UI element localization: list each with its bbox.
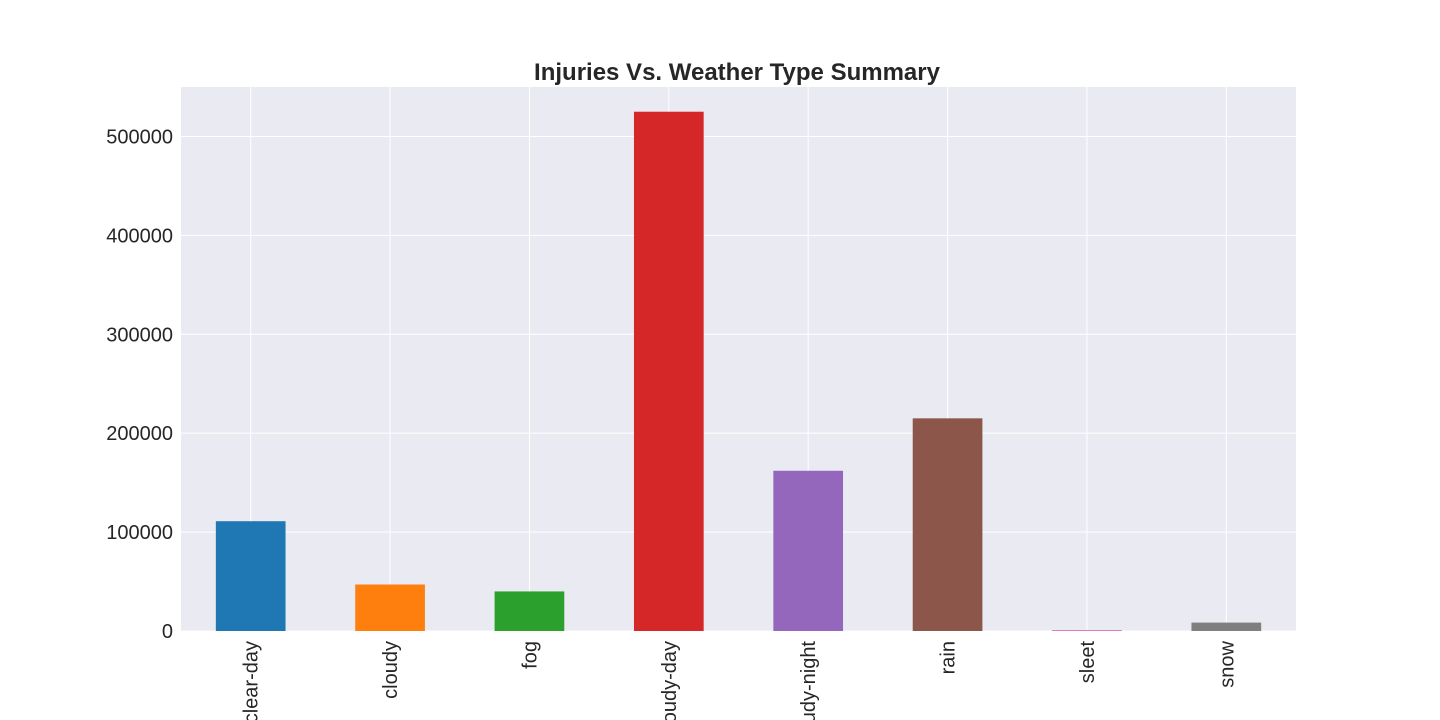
x-tick-label: clear-day [241,641,263,720]
y-tick-label: 300000 [106,324,173,346]
x-tick-label: oudy-day [659,641,681,720]
x-axis-ticks: clear-day cloudy fog oudy-day udy-night rain s… [241,640,1239,720]
bar-partly-cloudy-night [773,470,844,631]
y-tick-label: 400000 [106,225,173,247]
bar-rain [912,418,983,631]
bar-fog [494,591,565,631]
x-tick-label: cloudy [380,641,402,699]
grid-lines [181,87,1296,632]
y-axis-ticks: 0 100000 200000 300000 400000 500000 [106,126,173,643]
chart-title: Injuries Vs. Weather Type Summary [534,59,941,86]
bar-series [215,111,1262,631]
y-tick-label: 500000 [106,126,173,148]
x-tick-label: fog [519,641,541,669]
x-tick-label: udy-night [798,641,820,720]
bar-cloudy [355,584,425,631]
x-tick-label: snow [1216,640,1238,687]
bar-sleet [1052,630,1122,631]
y-tick-label: 100000 [106,522,173,544]
bar-clear-day [215,521,286,631]
x-tick-label: sleet [1077,641,1099,684]
y-tick-label: 0 [162,621,173,643]
bar-partly-cloudy-day [633,111,704,631]
y-tick-label: 200000 [106,423,173,445]
x-tick-label: rain [938,641,960,674]
plot-area [181,87,1296,631]
bar-snow [1191,622,1262,631]
